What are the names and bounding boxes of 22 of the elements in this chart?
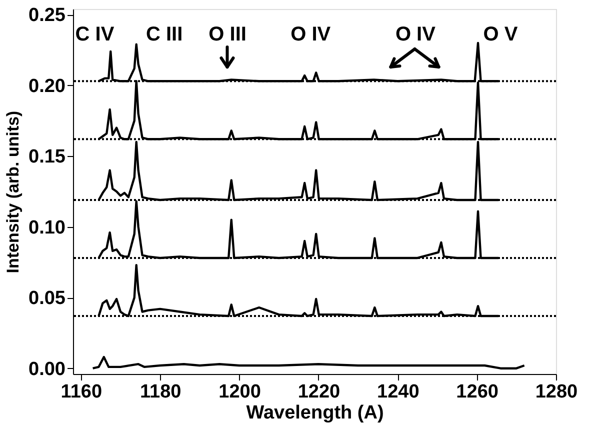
x-tick-label: 1220 xyxy=(298,382,340,402)
y-tick-label: 0.00 xyxy=(28,358,66,380)
y-tick-label: 0.15 xyxy=(28,146,66,168)
x-tick-label: 1260 xyxy=(456,382,498,402)
y-tick-label: 0.10 xyxy=(28,217,66,238)
annotation: O V xyxy=(483,24,518,46)
x-tick-label: 1280 xyxy=(535,382,578,402)
y-tick-label: 0.05 xyxy=(28,288,66,310)
line-series xyxy=(92,356,526,370)
x-axis-title: Wavelength (A) xyxy=(246,402,384,424)
x-tick-label: 1200 xyxy=(218,382,261,402)
y-tick-label: 0.25 xyxy=(28,5,66,26)
annotation: O IV xyxy=(395,24,436,46)
y-tick-label: 0.20 xyxy=(28,76,66,97)
annotation: O III xyxy=(208,24,246,46)
y-axis-title: Intensity (arb. units) xyxy=(4,110,23,274)
annotation: O IV xyxy=(290,24,332,46)
x-tick-label: 1160 xyxy=(60,382,102,402)
annotation: C IV xyxy=(75,24,115,46)
x-tick-label: 1240 xyxy=(377,382,420,402)
annotation: C III xyxy=(146,24,183,46)
x-tick-label: 1180 xyxy=(140,382,182,402)
